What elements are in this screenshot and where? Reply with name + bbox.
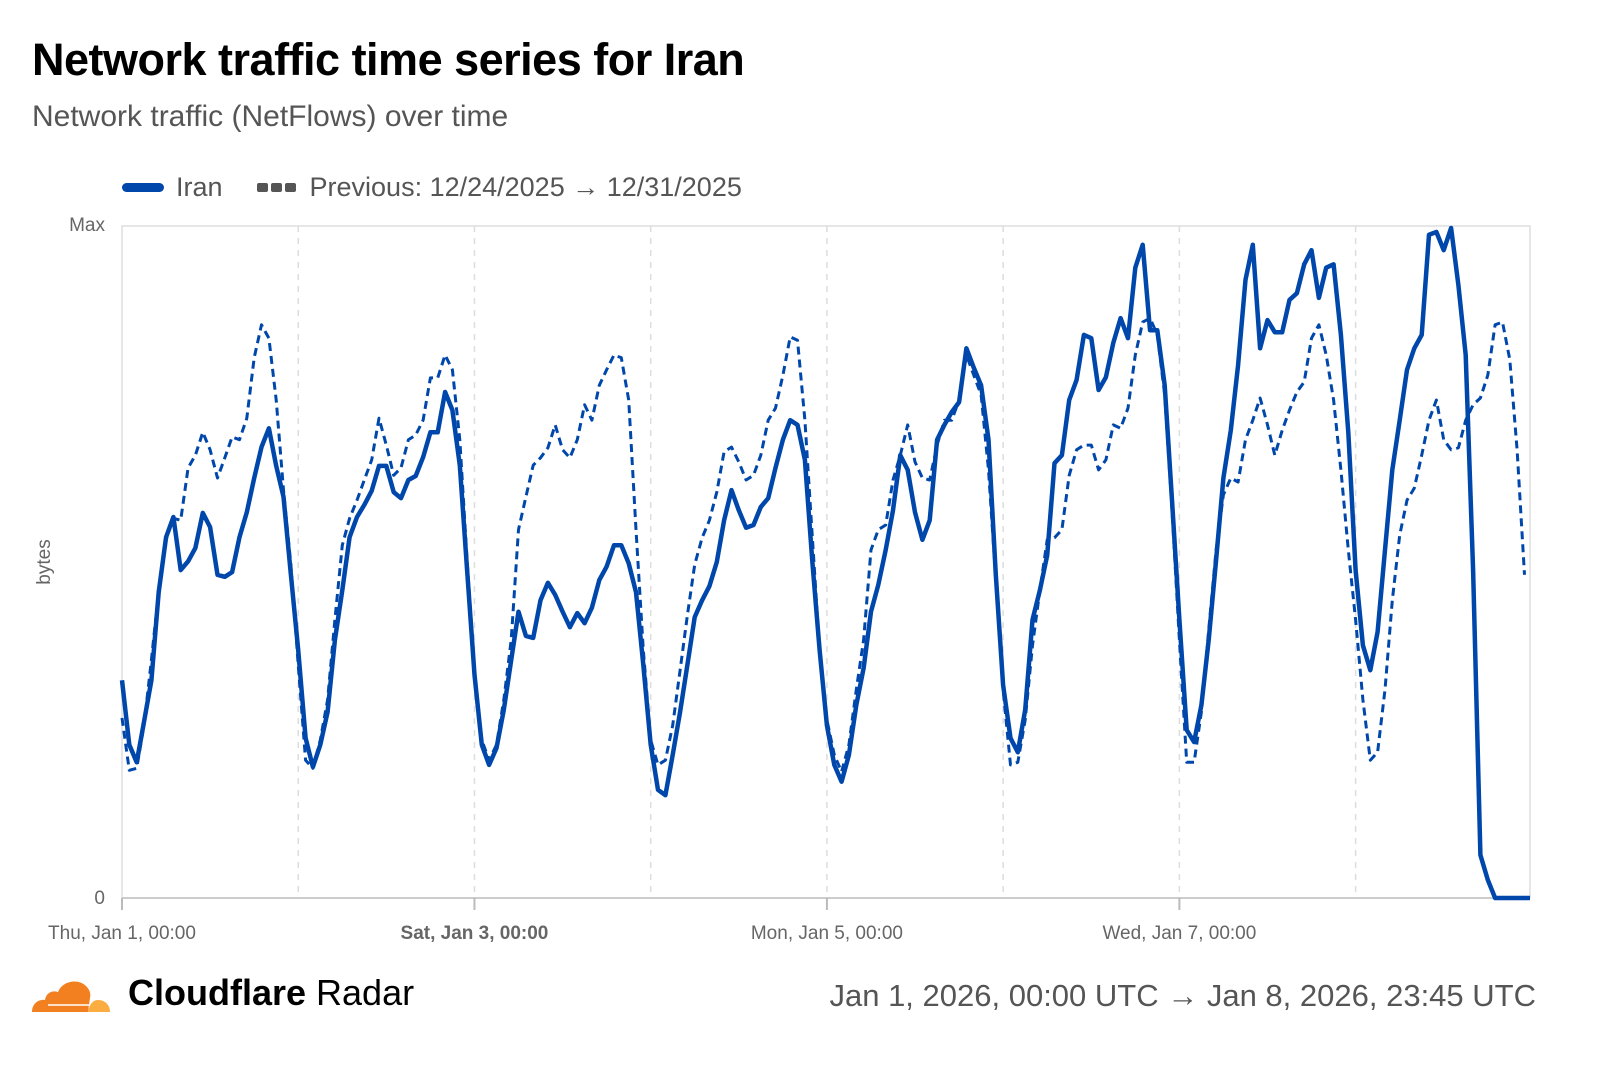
series-iran	[119, 225, 1530, 901]
x-tick-label: Wed, Jan 7, 00:00	[1102, 923, 1256, 944]
legend-label-iran: Iran	[176, 172, 223, 202]
x-ticks: Thu, Jan 1, 00:00 Sat, Jan 3, 00:00 Mon, J…	[48, 898, 1256, 944]
brand-cloudflare: Cloudflare	[128, 972, 307, 1013]
date-range: Jan 1, 2026, 00:00 UTC → Jan 8, 2026, 23…	[829, 978, 1536, 1013]
cloudflare-cloud-icon	[32, 981, 110, 1012]
y-tick-max: Max	[69, 215, 105, 236]
legend-label-previous: Previous: 12/24/2025 → 12/31/2025	[309, 172, 742, 202]
gridlines	[297, 226, 1357, 898]
x-tick-label: Sat, Jan 3, 00:00	[401, 923, 549, 944]
y-tick-zero: 0	[94, 888, 105, 909]
legend: Iran Previous: 12/24/2025 → 12/31/2025	[122, 172, 776, 203]
legend-swatch-solid	[122, 183, 164, 192]
brand-radar: Radar	[316, 972, 415, 1013]
series-line[interactable]	[119, 225, 1530, 901]
legend-item-iran[interactable]: Iran	[122, 172, 223, 203]
cloudflare-radar-logo: Cloudflare Radar	[30, 972, 414, 1014]
x-tick-label: Mon, Jan 5, 00:00	[751, 923, 903, 944]
y-axis-label: bytes	[34, 539, 55, 584]
x-tick-label: Thu, Jan 1, 00:00	[48, 923, 196, 944]
legend-swatch-dashed	[256, 183, 296, 192]
legend-item-previous[interactable]: Previous: 12/24/2025 → 12/31/2025	[256, 172, 742, 203]
series-group	[119, 225, 1530, 901]
chart-subtitle: Network traffic (NetFlows) over time	[32, 100, 509, 133]
chart-title: Network traffic time series for Iran	[32, 34, 745, 85]
